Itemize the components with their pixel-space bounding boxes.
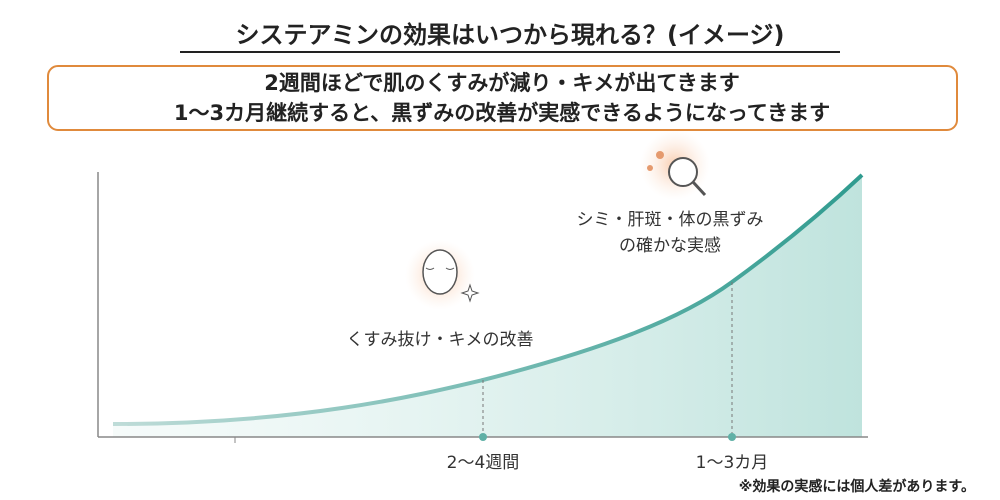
title: システアミンの効果はいつから現れる？(イメージ) — [236, 21, 785, 49]
face-icon — [405, 240, 480, 310]
callout-box — [47, 65, 958, 131]
marker — [728, 433, 736, 441]
callout-line: 1～3カ月継続すると、黒ずみの改善が実感できるようになってきます — [174, 101, 830, 125]
curve-area — [113, 175, 862, 437]
marker — [479, 433, 487, 441]
magnifier-icon — [640, 130, 710, 200]
period-label: 1～3カ月 — [696, 453, 769, 473]
stage-label: の確かな実感 — [619, 236, 721, 256]
period-label: 2～4週間 — [447, 453, 520, 473]
stage-label: くすみ抜け・キメの改善 — [347, 330, 534, 350]
note: ※効果の実感には個人差があります。 — [739, 478, 975, 495]
stage-label: シミ・肝斑・体の黒ずみ — [577, 210, 764, 230]
curve — [112, 173, 864, 426]
callout-line: 2週間ほどで肌のくすみが減り・キメが出てきます — [264, 71, 740, 95]
